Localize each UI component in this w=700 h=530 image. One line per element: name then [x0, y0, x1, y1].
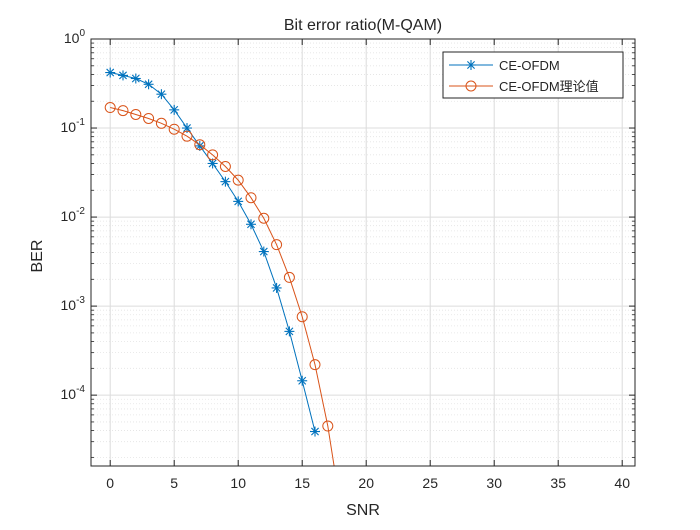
data-point [168, 123, 180, 135]
ticks: 10-4 10-3 10-2 10-1 100 0 5 10 15 20 25 30 35 40 [61, 28, 635, 491]
data-point [156, 89, 167, 100]
x-tick-label: 20 [358, 475, 374, 491]
data-point [220, 176, 231, 187]
data-point [105, 67, 116, 78]
data-point [258, 246, 269, 257]
x-tick-label: 10 [230, 475, 246, 491]
data-point [283, 271, 295, 283]
data-point [271, 239, 283, 251]
data-point [310, 426, 320, 437]
legend-marker [465, 80, 477, 92]
data-point [336, 502, 346, 512]
data-point [233, 196, 244, 207]
data-point [296, 311, 308, 323]
data-point [155, 117, 167, 129]
legend-entry: CE-OFDM [449, 58, 560, 73]
y-tick-label: 10-2 [61, 206, 86, 224]
legend-entry: CE-OFDM理论值 [449, 79, 599, 94]
x-tick-label: 5 [170, 475, 178, 491]
data-point [118, 70, 128, 81]
data-point [271, 282, 282, 293]
x-tick-label: 25 [422, 475, 438, 491]
series-layer [104, 67, 346, 512]
data-point [104, 102, 116, 114]
series-2 [104, 102, 346, 512]
data-point [194, 139, 206, 151]
y-axis-label: BER [29, 240, 46, 273]
x-tick-label: 40 [614, 475, 630, 491]
data-point [130, 73, 141, 84]
data-point [181, 130, 193, 142]
y-tick-label: 10-3 [61, 295, 86, 313]
y-tick-label: 10-1 [61, 117, 86, 135]
x-tick-label: 15 [294, 475, 310, 491]
data-point [232, 174, 244, 186]
legend: CE-OFDM CE-OFDM理论值 [442, 51, 624, 99]
legend-label: CE-OFDM理论值 [499, 79, 599, 94]
data-point [207, 149, 219, 161]
data-point [258, 212, 270, 224]
data-point [182, 123, 192, 134]
data-point [117, 105, 129, 117]
data-point [143, 79, 154, 90]
data-point [309, 359, 321, 371]
y-tick-label: 100 [64, 28, 86, 46]
x-axis-label: SNR [346, 502, 380, 519]
data-point [284, 326, 295, 337]
data-point [130, 108, 142, 120]
data-point [297, 375, 308, 386]
series-line [110, 107, 335, 466]
legend-marker [466, 60, 476, 70]
data-point [219, 160, 231, 172]
data-point [143, 112, 155, 124]
data-point [246, 219, 256, 230]
legend-label: CE-OFDM [499, 58, 560, 73]
data-point [169, 104, 180, 115]
x-tick-label: 0 [106, 475, 114, 491]
y-tick-label: 10-4 [61, 384, 86, 402]
data-point [322, 420, 334, 432]
x-tick-label: 30 [486, 475, 502, 491]
data-point [245, 192, 257, 204]
grid [91, 38, 635, 466]
chart-title: Bit error ratio(M-QAM) [284, 17, 442, 34]
x-tick-label: 35 [550, 475, 566, 491]
